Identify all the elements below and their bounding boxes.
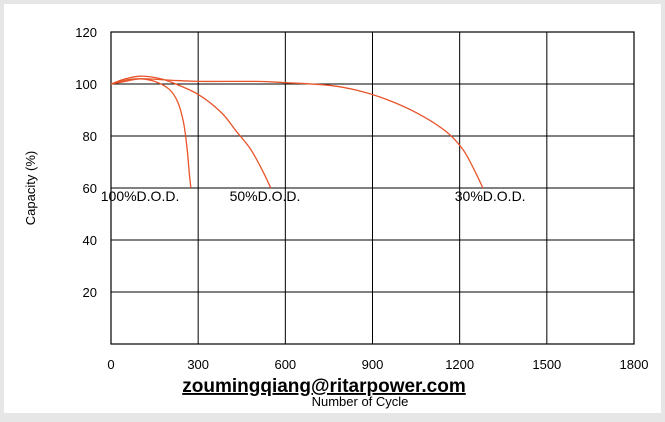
y-tick-label: 120 <box>75 25 97 40</box>
x-tick-label: 0 <box>107 357 114 372</box>
x-tick-label: 600 <box>274 357 296 372</box>
x-tick-label: 900 <box>362 357 384 372</box>
series-label-3: 30%D.O.D. <box>455 188 526 204</box>
y-tick-label: 40 <box>83 233 97 248</box>
x-axis-title: Number of Cycle <box>312 394 409 409</box>
email-watermark: zoumingqiang@ritarpower.com <box>182 376 466 397</box>
curves <box>110 75 484 189</box>
y-axis-title: Capacity (%) <box>23 151 38 225</box>
y-tick-label: 20 <box>83 285 97 300</box>
y-tick-label: 100 <box>75 77 97 92</box>
y-tick-label: 80 <box>83 129 97 144</box>
x-tick-label: 1200 <box>445 357 474 372</box>
y-tick-labels: 20 40 60 80 100 120 <box>75 25 97 300</box>
x-tick-label: 300 <box>187 357 209 372</box>
x-tick-labels: 0 300 600 900 1200 1500 1800 <box>107 357 648 372</box>
x-tick-label: 1800 <box>620 357 649 372</box>
series-line-3 <box>110 78 484 189</box>
x-tick-label: 1500 <box>532 357 561 372</box>
series-label-1: 100%D.O.D. <box>101 188 180 204</box>
series-line-2 <box>110 75 272 189</box>
chart-frame: 0 300 600 900 1200 1500 1800 20 40 60 80 100 120 10… <box>4 4 661 413</box>
series-labels: 100%D.O.D. 50%D.O.D. 30%D.O.D. <box>101 188 526 204</box>
series-label-2: 50%D.O.D. <box>230 188 301 204</box>
capacity-chart: 0 300 600 900 1200 1500 1800 20 40 60 80 100 120 10… <box>23 25 648 409</box>
grid-lines <box>111 32 634 344</box>
y-tick-label: 60 <box>83 181 97 196</box>
